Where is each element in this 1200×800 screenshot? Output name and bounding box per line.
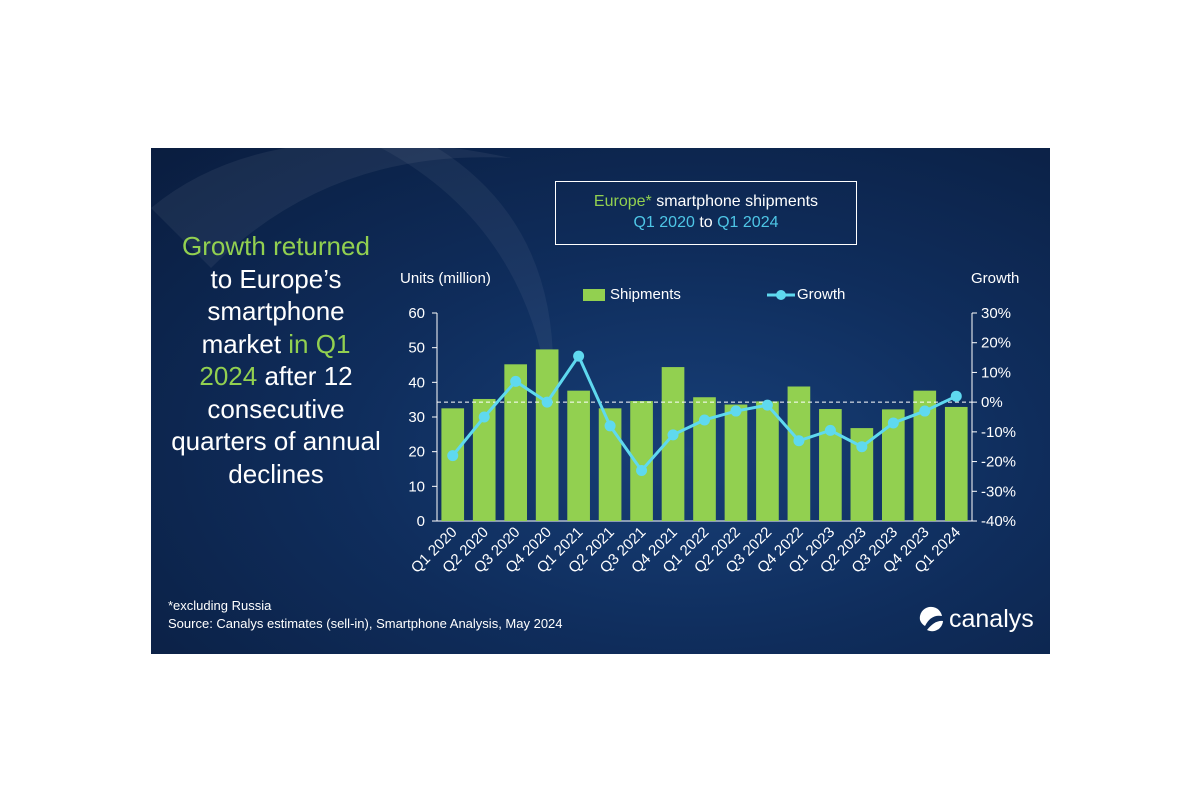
title-subject: smartphone shipments (651, 193, 819, 210)
right-tick-label: -10% (981, 424, 1016, 441)
right-tick-label: 10% (981, 364, 1011, 381)
legend-growth-label: Growth (797, 286, 846, 303)
growth-point (604, 420, 616, 432)
right-tick-label: 30% (981, 305, 1011, 322)
growth-point (824, 424, 836, 436)
footnote-source: Source: Canalys estimates (sell-in), Sma… (168, 616, 563, 631)
shipments-bar (661, 367, 685, 521)
shipments-bar (850, 428, 874, 521)
shipments-bar (504, 364, 528, 521)
growth-point (887, 417, 899, 429)
legend-shipments-label: Shipments (610, 286, 681, 303)
shipments-bar (441, 408, 465, 521)
shipments-bar (881, 409, 905, 521)
shipments-bar (693, 397, 716, 521)
left-axis-title: Units (million) (400, 270, 491, 287)
shipments-bar (472, 398, 496, 521)
shipments-bar (724, 404, 748, 521)
left-tick-label: 30 (408, 409, 425, 426)
title-region: Europe* (593, 193, 652, 210)
canalys-logo: canalys (917, 605, 1034, 634)
growth-point (761, 399, 773, 411)
growth-point (919, 405, 931, 417)
right-tick-label: -20% (981, 454, 1016, 471)
left-tick-label: 40 (408, 374, 425, 391)
growth-point (856, 441, 868, 453)
shipments-bar (787, 386, 811, 521)
headline-period: in Q1 2024 (199, 328, 351, 392)
left-tick-label: 20 (408, 444, 425, 461)
legend-growth-marker (767, 289, 795, 300)
shipments-bar (913, 390, 937, 521)
growth-point (667, 429, 679, 441)
growth-point (573, 350, 585, 362)
title-to: to (694, 214, 718, 231)
background-swoosh (151, 148, 554, 408)
right-axis-title: Growth (971, 270, 1020, 287)
shipments-bar (819, 409, 842, 521)
chart-plot: 0 10 20 30 40 50 60 -40% -30% -20% -10% 0% 10% 20% 30%… (408, 305, 1016, 577)
growth-point (478, 411, 490, 423)
growth-point (699, 414, 710, 426)
canalys-logo-icon (919, 606, 943, 631)
right-tick-label: 0% (981, 394, 1003, 411)
legend-shipments-swatch (583, 288, 605, 301)
growth-point (447, 450, 459, 462)
shipments-bar (567, 390, 590, 521)
right-tick-label: -40% (981, 513, 1016, 530)
growth-point (636, 464, 648, 476)
infographic-panel: Growth returned to Europe’s smartphone m… (151, 148, 1050, 654)
shipments-bar (630, 401, 653, 521)
growth-point (950, 390, 962, 402)
shipments-bar (944, 406, 968, 521)
legend-shipments: Shipments (583, 286, 681, 303)
title-start: Q1 2020 (633, 214, 695, 231)
footnote-exclusion: *excluding Russia (168, 598, 272, 613)
right-tick-label: 20% (981, 335, 1011, 352)
chart-title-box: Europe* smartphone shipments Q1 2020 to … (555, 181, 857, 245)
right-tick-label: -30% (981, 483, 1016, 500)
shipments-bar (756, 401, 779, 521)
growth-point (793, 435, 805, 447)
legend-growth: Growth (767, 286, 845, 303)
headline-end: after 12 consecutive quarters of annual … (171, 361, 381, 489)
canalys-logo-text: canalys (949, 605, 1034, 633)
left-tick-label: 60 (408, 305, 425, 322)
headline-growth: Growth (182, 231, 266, 261)
chart-title-line1: Europe* smartphone shipments (556, 191, 856, 212)
growth-point (510, 375, 522, 387)
growth-point (730, 405, 742, 417)
headline: Growth returned to Europe’s smartphone m… (171, 230, 381, 490)
left-tick-label: 50 (408, 340, 425, 357)
headline-returned: returned (273, 231, 370, 261)
left-tick-label: 10 (408, 478, 425, 495)
chart-title-line2: Q1 2020 to Q1 2024 (556, 212, 856, 233)
growth-point (541, 396, 553, 408)
headline-middle: to Europe’s smartphone market (201, 263, 345, 359)
title-end: Q1 2024 (717, 214, 779, 231)
footnote: *excluding Russia Source: Canalys estima… (168, 597, 563, 633)
left-tick-label: 0 (417, 513, 425, 530)
shipments-bar (535, 349, 559, 521)
